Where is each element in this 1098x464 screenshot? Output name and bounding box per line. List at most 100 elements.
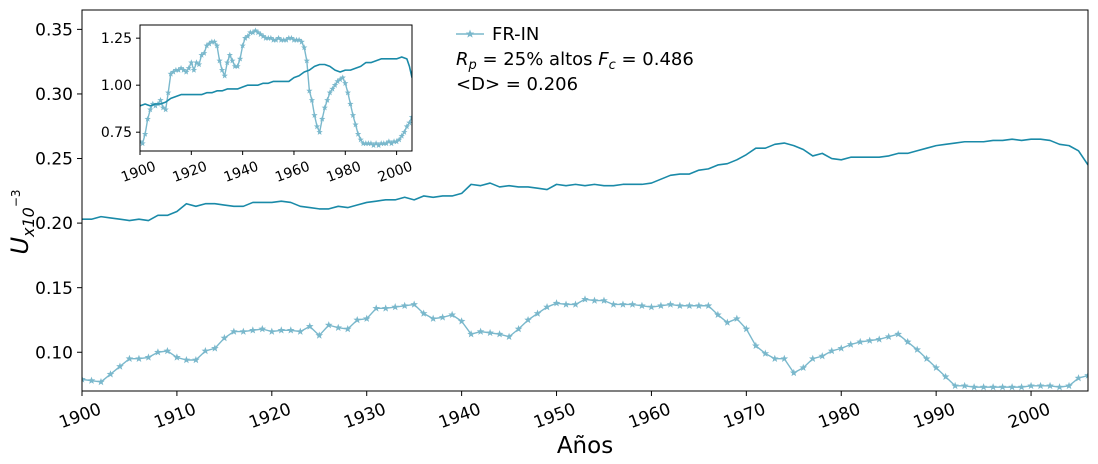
inset-data-point bbox=[252, 27, 259, 34]
main-data-point bbox=[1036, 381, 1045, 390]
main-y-tick-label: 0.25 bbox=[35, 150, 73, 170]
inset-data-point bbox=[324, 96, 331, 103]
main-y-tick-label: 0.10 bbox=[35, 343, 73, 363]
main-data-point bbox=[201, 346, 210, 355]
inset-data-point bbox=[239, 42, 246, 49]
y-axis-label: Ux10−3 bbox=[6, 189, 38, 254]
main-data-point bbox=[106, 370, 115, 378]
main-data-point bbox=[220, 334, 229, 342]
main-data-point bbox=[514, 325, 523, 333]
inset-data-point bbox=[342, 80, 349, 86]
main-data-point bbox=[296, 327, 305, 335]
inset-data-point bbox=[152, 102, 159, 109]
main-series-reference-line bbox=[82, 138, 1088, 222]
main-data-point bbox=[1055, 383, 1064, 391]
inset-data-point bbox=[193, 59, 200, 66]
inset-data-point bbox=[295, 36, 303, 43]
main-data-point bbox=[856, 337, 865, 346]
inset-data-point bbox=[401, 128, 408, 135]
main-data-point bbox=[135, 354, 143, 362]
main-data-point bbox=[486, 328, 494, 337]
inset-data-point bbox=[265, 34, 272, 41]
inset-data-point bbox=[159, 104, 167, 111]
inset-data-point bbox=[277, 36, 285, 43]
main-data-point bbox=[619, 300, 627, 308]
inset-data-point bbox=[218, 66, 226, 73]
inset-data-point bbox=[141, 130, 149, 137]
inset-data-point bbox=[326, 89, 334, 96]
main-data-point bbox=[163, 346, 172, 355]
main-data-point bbox=[154, 348, 162, 356]
main-data-point bbox=[979, 383, 988, 391]
inset-data-point bbox=[140, 140, 146, 147]
main-data-point bbox=[989, 383, 997, 391]
inset-data-point bbox=[213, 42, 221, 49]
main-data-point bbox=[1017, 383, 1026, 391]
inset-data-point bbox=[224, 59, 231, 66]
inset-data-point bbox=[329, 85, 336, 92]
main-data-point bbox=[438, 313, 447, 321]
main-data-point bbox=[82, 375, 86, 383]
inset-data-point bbox=[406, 119, 412, 126]
main-data-point bbox=[315, 331, 324, 339]
main-data-point bbox=[837, 344, 846, 352]
inset-y-tick-label: 1.25 bbox=[101, 31, 132, 47]
main-data-point bbox=[647, 303, 656, 311]
inset-data-point bbox=[311, 111, 318, 118]
main-data-point bbox=[182, 356, 191, 364]
main-data-point bbox=[827, 346, 836, 355]
inset-data-point bbox=[201, 49, 208, 56]
inset-data-point bbox=[349, 111, 357, 118]
inset-data-point bbox=[231, 63, 239, 70]
main-data-point bbox=[676, 301, 684, 309]
main-x-tick-label: 1910 bbox=[151, 400, 198, 434]
inset-data-point bbox=[254, 29, 262, 36]
inset-data-point bbox=[385, 138, 393, 145]
main-data-point bbox=[381, 304, 390, 312]
main-data-point bbox=[258, 325, 267, 333]
main-data-point bbox=[87, 376, 96, 384]
main-data-point bbox=[1065, 381, 1073, 390]
main-data-point bbox=[97, 377, 105, 386]
inset-data-point bbox=[308, 96, 316, 103]
main-data-point bbox=[865, 336, 874, 344]
main-data-point bbox=[116, 362, 124, 370]
inset-data-point bbox=[180, 66, 187, 73]
inset-data-point bbox=[260, 32, 267, 39]
main-data-point bbox=[704, 301, 713, 309]
main-data-point bbox=[638, 301, 646, 309]
inset-data-point bbox=[177, 64, 185, 71]
inset-data-point bbox=[372, 140, 380, 147]
main-data-point bbox=[714, 310, 722, 319]
main-data-point bbox=[552, 299, 561, 307]
main-data-point bbox=[780, 354, 789, 362]
main-data-point bbox=[1027, 381, 1035, 390]
main-data-point bbox=[970, 383, 978, 391]
main-data-point bbox=[400, 301, 409, 309]
main-data-point bbox=[581, 295, 589, 303]
inset-data-point bbox=[157, 96, 164, 103]
inset-data-point bbox=[352, 121, 359, 128]
main-data-point bbox=[192, 356, 200, 364]
inset-data-point bbox=[208, 38, 215, 45]
legend-star-icon bbox=[465, 29, 475, 38]
inset-data-point bbox=[185, 64, 192, 71]
main-data-point bbox=[998, 383, 1007, 391]
inset-y-tick-label: 0.75 bbox=[101, 125, 132, 141]
main-data-point bbox=[448, 310, 456, 319]
main-data-point bbox=[277, 326, 286, 334]
main-x-tick-label: 1950 bbox=[531, 400, 578, 434]
inset-data-point bbox=[170, 68, 177, 75]
main-data-point bbox=[372, 304, 381, 312]
main-data-point bbox=[286, 326, 295, 334]
inset-data-point bbox=[257, 31, 264, 38]
inset-data-point bbox=[285, 34, 292, 41]
main-data-point bbox=[1084, 371, 1088, 379]
inset-series-reference-line bbox=[140, 56, 412, 107]
main-data-point bbox=[505, 332, 513, 340]
main-x-tick-label: 1900 bbox=[57, 400, 104, 434]
inset-data-point bbox=[365, 140, 372, 147]
main-x-tick-label: 1940 bbox=[436, 400, 483, 434]
inset-x-tick-label: 1980 bbox=[324, 159, 363, 186]
